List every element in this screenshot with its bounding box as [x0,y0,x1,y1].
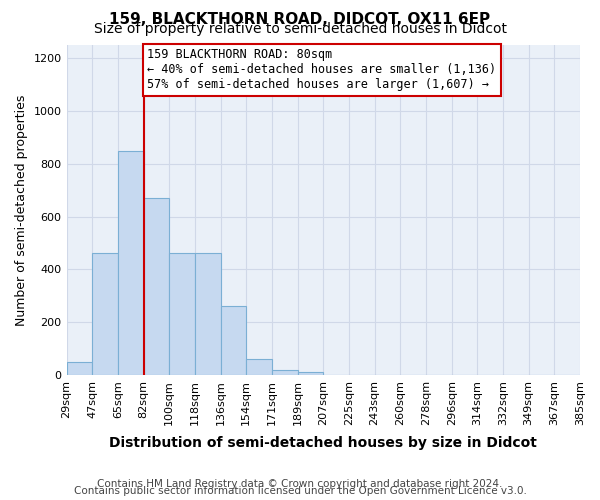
Text: 159, BLACKTHORN ROAD, DIDCOT, OX11 6EP: 159, BLACKTHORN ROAD, DIDCOT, OX11 6EP [109,12,491,26]
Text: 159 BLACKTHORN ROAD: 80sqm
← 40% of semi-detached houses are smaller (1,136)
57%: 159 BLACKTHORN ROAD: 80sqm ← 40% of semi… [148,48,497,92]
Bar [118,150,143,375]
Bar [246,359,272,375]
Text: Size of property relative to semi-detached houses in Didcot: Size of property relative to semi-detach… [94,22,506,36]
Bar [221,306,246,375]
Text: Contains HM Land Registry data © Crown copyright and database right 2024.: Contains HM Land Registry data © Crown c… [97,479,503,489]
Bar [272,370,298,375]
Bar [92,254,118,375]
Y-axis label: Number of semi-detached properties: Number of semi-detached properties [15,94,28,326]
X-axis label: Distribution of semi-detached houses by size in Didcot: Distribution of semi-detached houses by … [109,436,537,450]
Bar [169,254,195,375]
Text: Contains public sector information licensed under the Open Government Licence v3: Contains public sector information licen… [74,486,526,496]
Bar [195,254,221,375]
Bar [298,372,323,375]
Bar [67,362,92,375]
Bar [143,198,169,375]
